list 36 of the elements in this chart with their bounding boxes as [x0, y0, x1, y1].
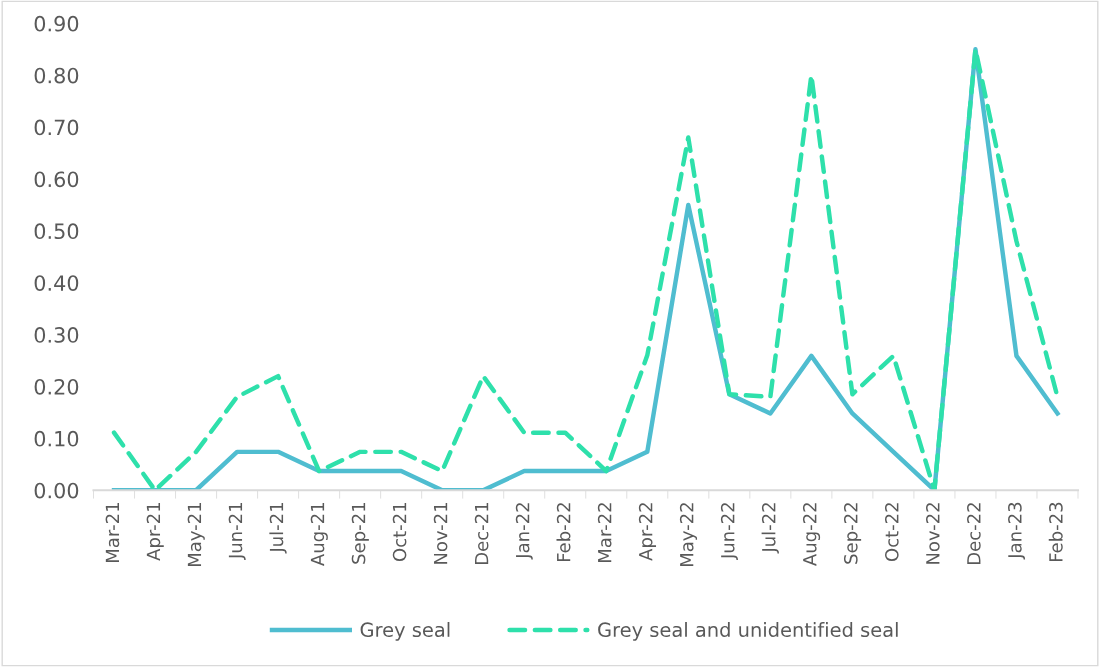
x-tick-label: Apr-21	[146, 503, 164, 561]
x-tick-label: Feb-22	[556, 503, 571, 562]
x-tick-label: Nov-21	[433, 503, 448, 564]
x-tick-label: Feb-23	[1048, 502, 1063, 562]
x-tick-label: Jun-21	[228, 503, 246, 560]
x-tick-label: Oct-22	[884, 503, 899, 562]
x-tick-label: Jun-22	[720, 503, 738, 560]
x-tick-label: Jan-23	[1008, 502, 1026, 560]
y-tick-label: 0.80	[34, 67, 79, 84]
x-tick-label: Apr-22	[638, 503, 657, 561]
x-tick-label: Jan-22	[515, 503, 533, 560]
y-tick-label: 0.90	[34, 15, 79, 32]
x-tick-label: May-22	[679, 503, 698, 567]
y-tick-label: 0.00	[34, 482, 79, 499]
x-tick-label: Aug-22	[802, 503, 821, 566]
x-tick-label: Sep-22	[843, 503, 862, 564]
x-tick-label: Aug-21	[310, 503, 328, 566]
y-tick-label: 0.10	[34, 430, 79, 447]
y-tick-label: 0.70	[34, 119, 79, 136]
x-tick-label: Sep-21	[351, 503, 369, 564]
y-tick-label: 0.20	[34, 378, 79, 395]
y-tick-label: 0.40	[34, 275, 79, 291]
x-tick-label: Mar-21	[105, 503, 120, 562]
legend-label: Grey seal	[360, 622, 450, 641]
x-tick-label: Jul-22	[761, 503, 779, 554]
y-tick-label: 0.60	[34, 171, 79, 188]
x-tick-label: May-21	[187, 503, 205, 567]
x-tick-label: Oct-21	[392, 503, 407, 562]
legend-label: Grey seal and unidentified seal	[598, 622, 898, 641]
x-tick-label: Jul-21	[269, 503, 287, 554]
y-tick-label: 0.30	[34, 327, 79, 343]
y-tick-label: 0.50	[34, 223, 79, 240]
x-tick-label: Dec-22	[967, 503, 981, 565]
x-tick-label: Nov-22	[926, 503, 940, 564]
x-tick-label: Mar-22	[597, 503, 612, 562]
x-tick-label: Dec-21	[474, 503, 489, 565]
